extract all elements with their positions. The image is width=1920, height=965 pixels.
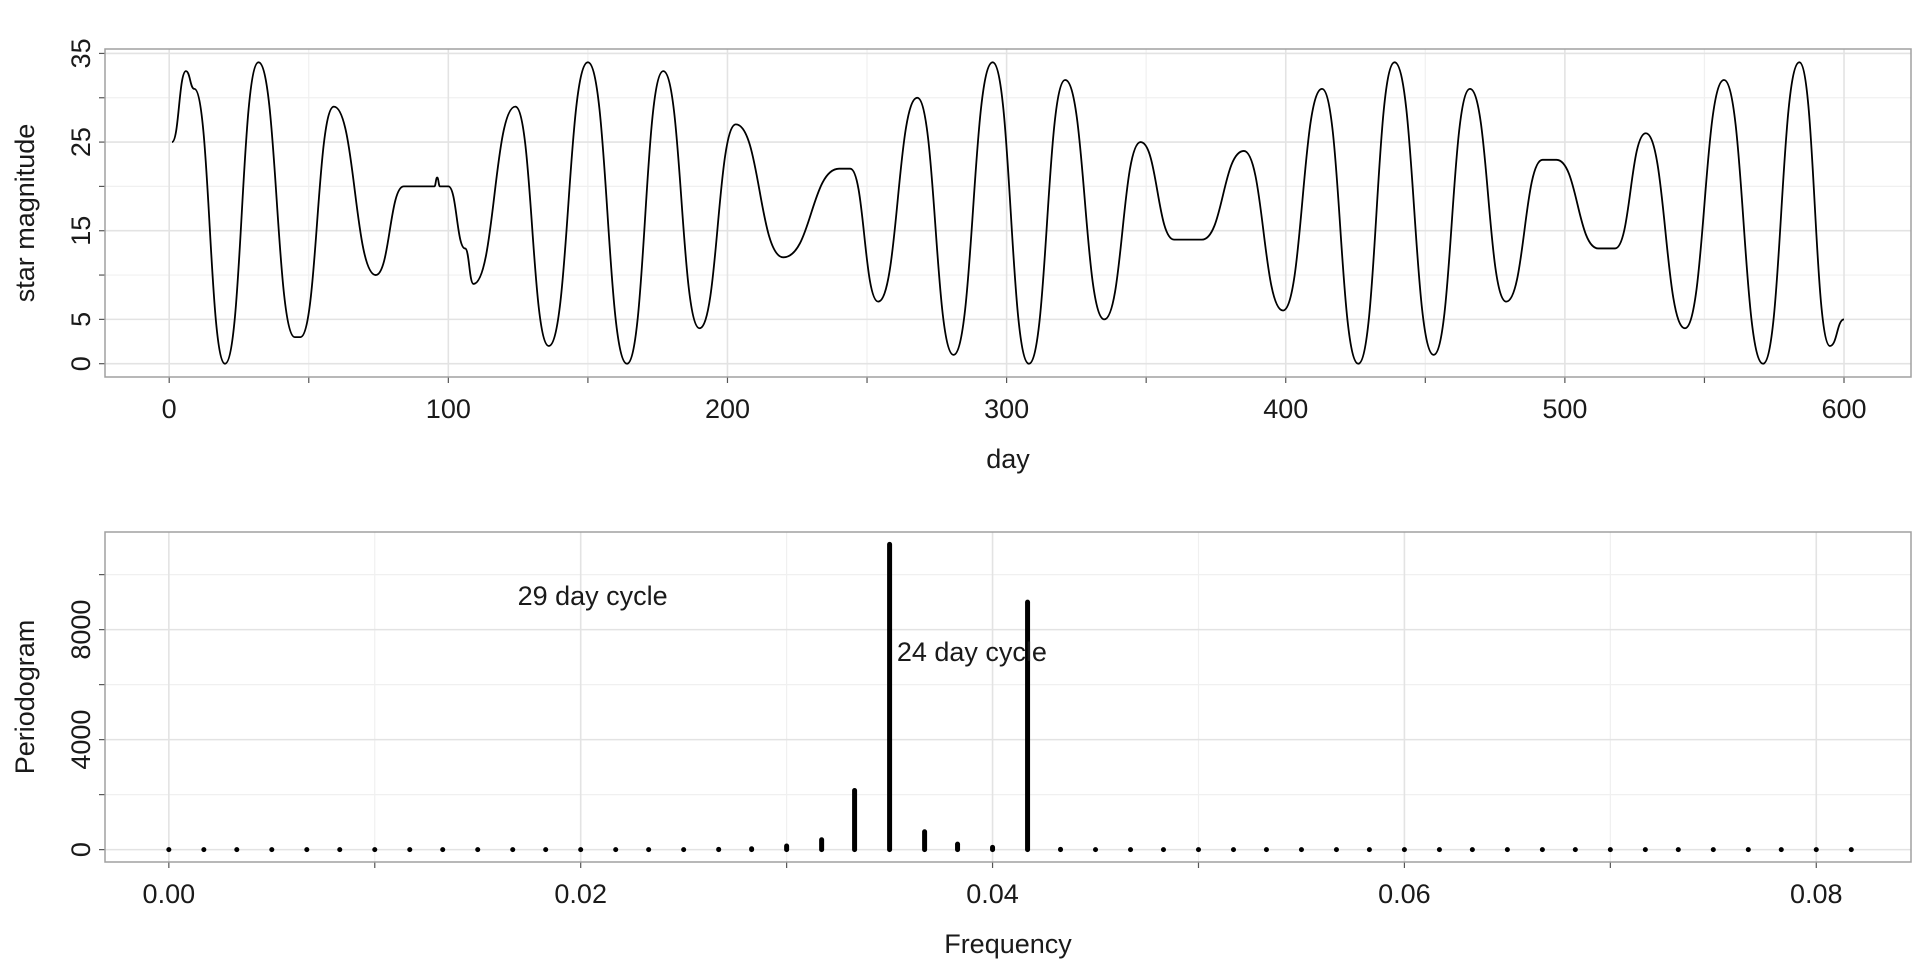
x-tick-label: 0.08: [1790, 879, 1843, 909]
x-tick-label: 0: [162, 394, 177, 424]
y-tick-label: 35: [66, 38, 96, 68]
plot-background: [105, 532, 1911, 862]
x-tick-label: 0.06: [1378, 879, 1431, 909]
series-line: [171, 61, 1845, 365]
y-tick-label: 0: [66, 356, 96, 371]
x-tick-label: 500: [1542, 394, 1587, 424]
y-tick-label: 5: [66, 312, 96, 327]
x-tick-label: 300: [984, 394, 1029, 424]
annotation: 24 day cycle: [897, 637, 1047, 667]
x-tick-label: 0.04: [966, 879, 1019, 909]
x-tick-label: 100: [426, 394, 471, 424]
y-tick-label: 15: [66, 216, 96, 246]
plot-background: [105, 49, 1911, 377]
y-tick-label: 8000: [66, 600, 96, 660]
y-axis-label: Periodogram: [10, 620, 40, 775]
y-tick-label: 0: [66, 842, 96, 857]
x-tick-label: 400: [1263, 394, 1308, 424]
x-tick-label: 200: [705, 394, 750, 424]
x-axis-label: day: [986, 444, 1030, 474]
x-tick-label: 600: [1821, 394, 1866, 424]
y-tick-label: 25: [66, 127, 96, 157]
x-tick-label: 0.00: [143, 879, 196, 909]
plot-border: [104, 48, 1912, 378]
x-tick-label: 0.02: [554, 879, 607, 909]
plot-border: [104, 531, 1912, 863]
x-axis-label: Frequency: [944, 929, 1072, 959]
annotation: 29 day cycle: [518, 581, 668, 611]
y-tick-label: 4000: [66, 710, 96, 770]
y-axis-label: star magnitude: [10, 124, 40, 303]
